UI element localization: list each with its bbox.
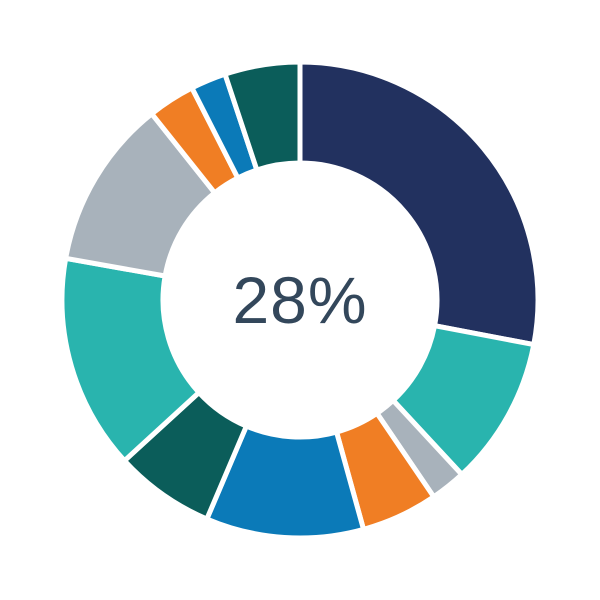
donut-slice-11-dark-teal	[221, 59, 303, 174]
donut-slice-1-dark-navy	[297, 59, 541, 348]
